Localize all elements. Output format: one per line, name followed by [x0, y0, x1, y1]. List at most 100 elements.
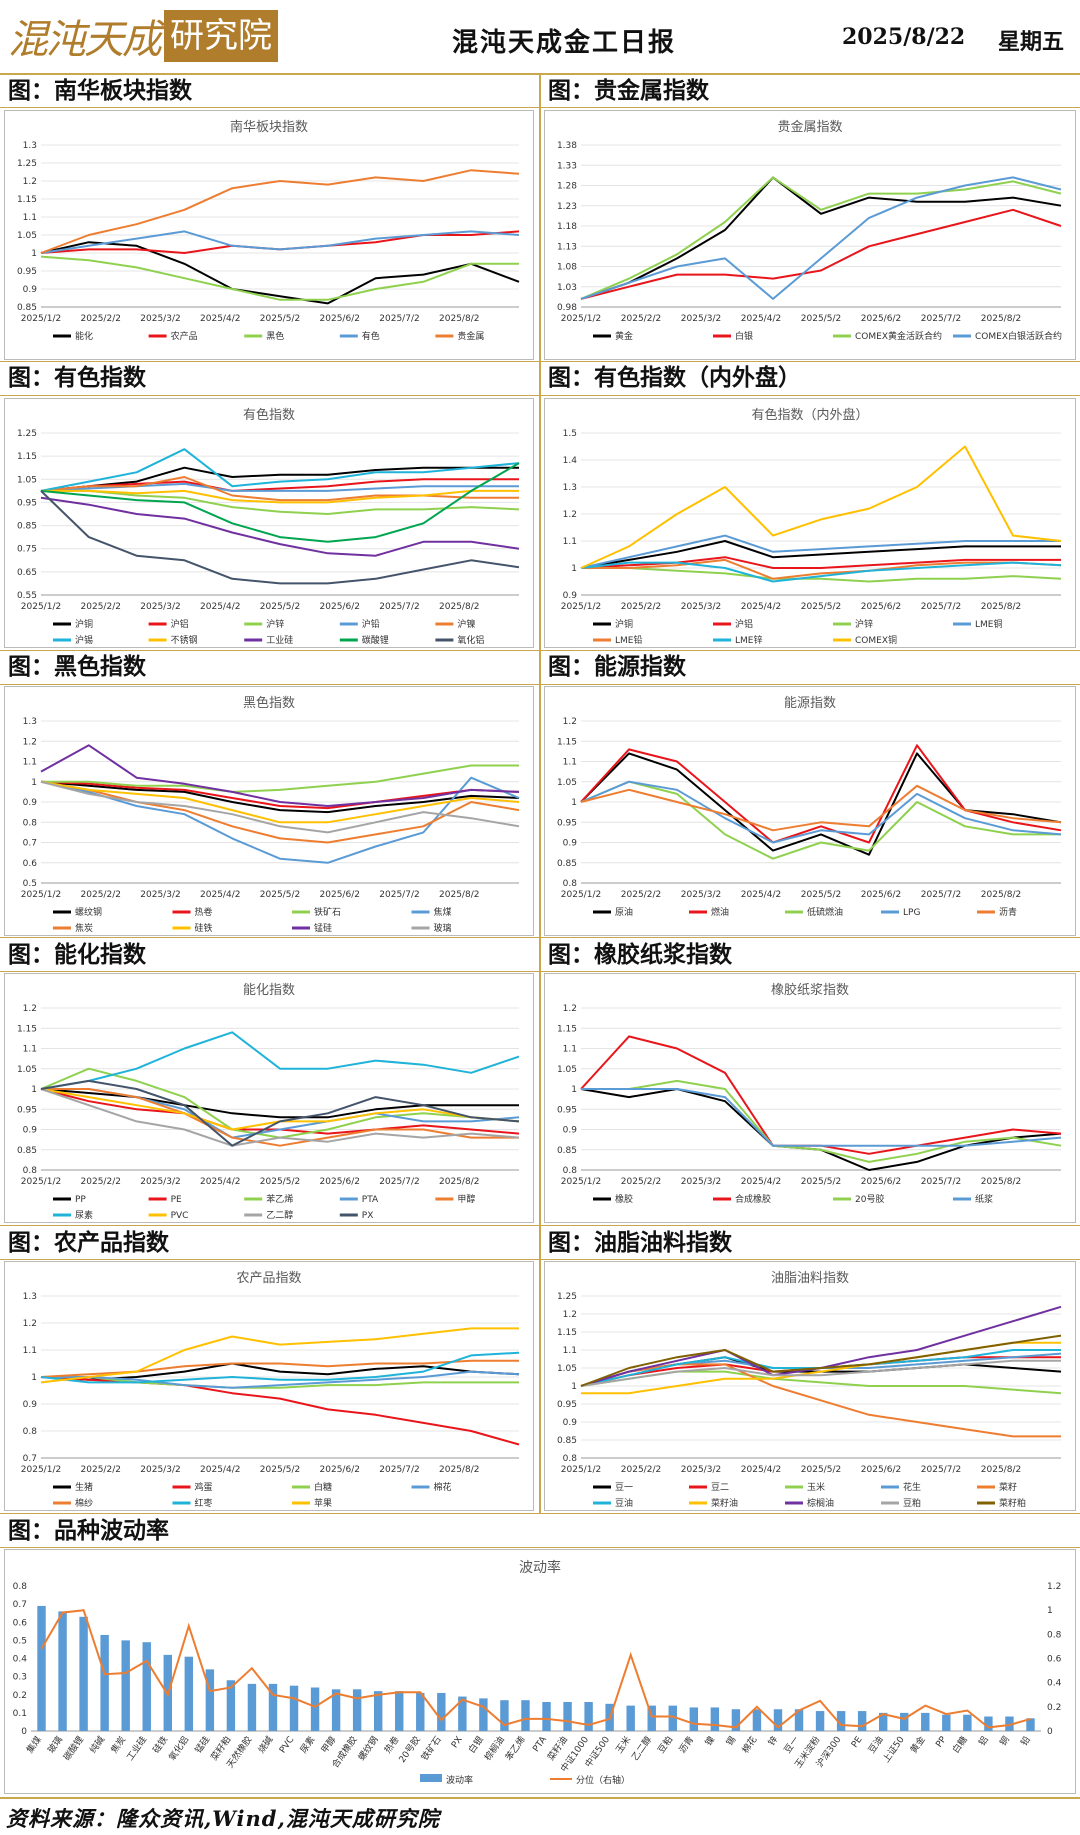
legend-label: 棕榈油 — [807, 1497, 834, 1509]
x-tick-label: 2025/5/2 — [801, 314, 841, 324]
legend-label: 豆粕 — [903, 1497, 921, 1509]
x-tick-label: 2025/1/2 — [21, 314, 61, 324]
bar — [752, 1709, 762, 1731]
legend-label: 玻璃 — [434, 922, 452, 934]
x-tick-label: 2025/4/2 — [741, 1177, 781, 1187]
x-tick-label: 镍 — [702, 1734, 717, 1748]
legend-label: 原油 — [615, 906, 633, 918]
report-header: 混沌天成 研究院 混沌天成金工日报 2025/8/22 星期五 — [0, 0, 1080, 75]
bar — [395, 1691, 404, 1731]
series-line — [40, 169, 520, 254]
x-tick-label: 焦炭 — [108, 1734, 128, 1756]
bar — [500, 1700, 509, 1731]
y-tick-label: 1.13 — [557, 242, 577, 252]
y-tick-label: 1 — [571, 1382, 577, 1392]
y-tick-label: 1.2 — [23, 1319, 37, 1329]
x-tick-label: 玉米 — [613, 1734, 633, 1756]
legend-label: 豆二 — [711, 1482, 729, 1493]
y-tick-label: 0.8 — [563, 879, 578, 889]
bar — [100, 1634, 109, 1731]
y-tick-label: 1.05 — [557, 1364, 577, 1374]
legend-label: 玉米 — [807, 1481, 825, 1493]
y-tick-label: 1.1 — [563, 1346, 577, 1356]
series-line — [580, 744, 1062, 844]
chart-agricultural: 农产品指数 0.7 0.8 0.9 1 1.1 1.2 1.3 2025/1/2 2025/2/2… — [21, 1271, 520, 1509]
y-tick-label: 0.5 — [13, 1636, 27, 1646]
x-tick-label: 锰硅 — [192, 1734, 212, 1756]
legend-label: 有色 — [362, 330, 380, 342]
y-tick-label: 1.15 — [557, 737, 577, 747]
legend-label: PVC — [171, 1211, 189, 1221]
chart-rubber-pulp: 橡胶纸浆指数 0.8 0.85 0.9 0.95 1 1.05 1.1 1.15 1.2 2025/… — [557, 982, 1062, 1205]
bar — [184, 1656, 194, 1731]
y-tick-label: 0 — [21, 1727, 27, 1737]
y-tick-label: 1.2 — [563, 510, 577, 520]
x-tick-label: 2025/3/2 — [140, 1177, 180, 1187]
y-tick-label: 1 — [31, 1373, 37, 1383]
bar — [584, 1702, 593, 1731]
section-title: 图：油脂油料指数 — [548, 1229, 732, 1256]
series-line — [40, 1088, 519, 1119]
bar — [373, 1691, 383, 1731]
y-tick-label: 0.9 — [563, 1126, 578, 1136]
x-tick-label: 苯乙烯 — [503, 1734, 528, 1763]
series-line — [40, 1031, 520, 1090]
y-tick-label: 0.8 — [23, 818, 38, 828]
bar — [542, 1702, 551, 1731]
series-line — [580, 540, 1061, 569]
chart-title: 南华板块指数 — [230, 119, 308, 135]
legend-swatch — [420, 1774, 442, 1782]
legend-label: 沥青 — [999, 906, 1017, 918]
x-tick-label: 2025/8/2 — [981, 602, 1021, 612]
chart-title: 波动率 — [519, 1559, 561, 1576]
series-line — [580, 780, 1062, 844]
chart-nonferrous: 有色指数 0.55 0.65 0.75 0.85 0.95 1.05 1.15 1.25 2025… — [17, 407, 520, 646]
y-tick-label: 1.3 — [23, 1292, 37, 1302]
series-line — [580, 1363, 1061, 1438]
y-tick-label: 1.15 — [17, 1024, 37, 1034]
y-right-tick-label: 0.4 — [1047, 1679, 1062, 1689]
y-tick-label: 1.2 — [563, 1310, 577, 1320]
y-tick-label: 0.95 — [17, 267, 37, 277]
chart-oils-oilseeds: 油脂油料指数 0.8 0.85 0.9 0.95 1 1.05 1.1 1.15 1.2 1.25 2… — [557, 1271, 1062, 1509]
x-tick-label: 2025/4/2 — [741, 314, 781, 324]
y-tick-label: 1.4 — [563, 456, 578, 466]
bar — [668, 1705, 677, 1731]
x-tick-label: 2025/2/2 — [621, 314, 661, 324]
x-tick-label: 2025/7/2 — [921, 1177, 961, 1187]
bar — [626, 1705, 635, 1731]
x-tick-label: 铜 — [997, 1734, 1012, 1748]
legend-label: PTA — [362, 1195, 379, 1205]
divider — [0, 1513, 1080, 1514]
series-line — [581, 1079, 1062, 1163]
chart-panel: 贵金属指数 0.98 1.03 1.08 1.13 1.18 1.23 1.28 1.33 1.3… — [544, 110, 1076, 360]
x-tick-label: 2025/7/2 — [921, 890, 961, 900]
y-tick-label: 1.15 — [557, 1024, 577, 1034]
x-tick-label: 2025/1/2 — [21, 602, 61, 612]
y-tick-label: 0.2 — [13, 1691, 27, 1701]
y-tick-label: 0.95 — [557, 1105, 577, 1115]
bar — [289, 1685, 299, 1731]
legend-label: 棉纱 — [75, 1497, 93, 1509]
legend-label: 农产品 — [171, 330, 198, 342]
series-line — [41, 489, 519, 504]
x-tick-label: 豆油 — [865, 1734, 885, 1756]
x-tick-label: 2025/1/2 — [21, 1465, 61, 1475]
legend-label: 碳酸锂 — [362, 634, 389, 646]
x-tick-label: 2025/6/2 — [320, 890, 360, 900]
y-tick-label: 0.85 — [17, 522, 37, 532]
series-line — [40, 1609, 1031, 1729]
y-tick-label: 0.9 — [23, 1126, 38, 1136]
section-title: 图：能化指数 — [8, 941, 146, 968]
legend-label: COMEX白银活跃合约 — [975, 330, 1062, 342]
bar — [458, 1696, 467, 1731]
y-tick-label: 1.1 — [563, 537, 577, 547]
bar — [647, 1705, 656, 1731]
series-line — [580, 176, 1062, 300]
y-tick-label: 1.2 — [23, 737, 37, 747]
series-line — [41, 489, 520, 515]
y-tick-label: 0.85 — [17, 303, 37, 313]
x-tick-label: 2025/6/2 — [861, 890, 901, 900]
section-title: 图：品种波动率 — [8, 1517, 169, 1544]
x-tick-label: 2025/7/2 — [921, 602, 961, 612]
